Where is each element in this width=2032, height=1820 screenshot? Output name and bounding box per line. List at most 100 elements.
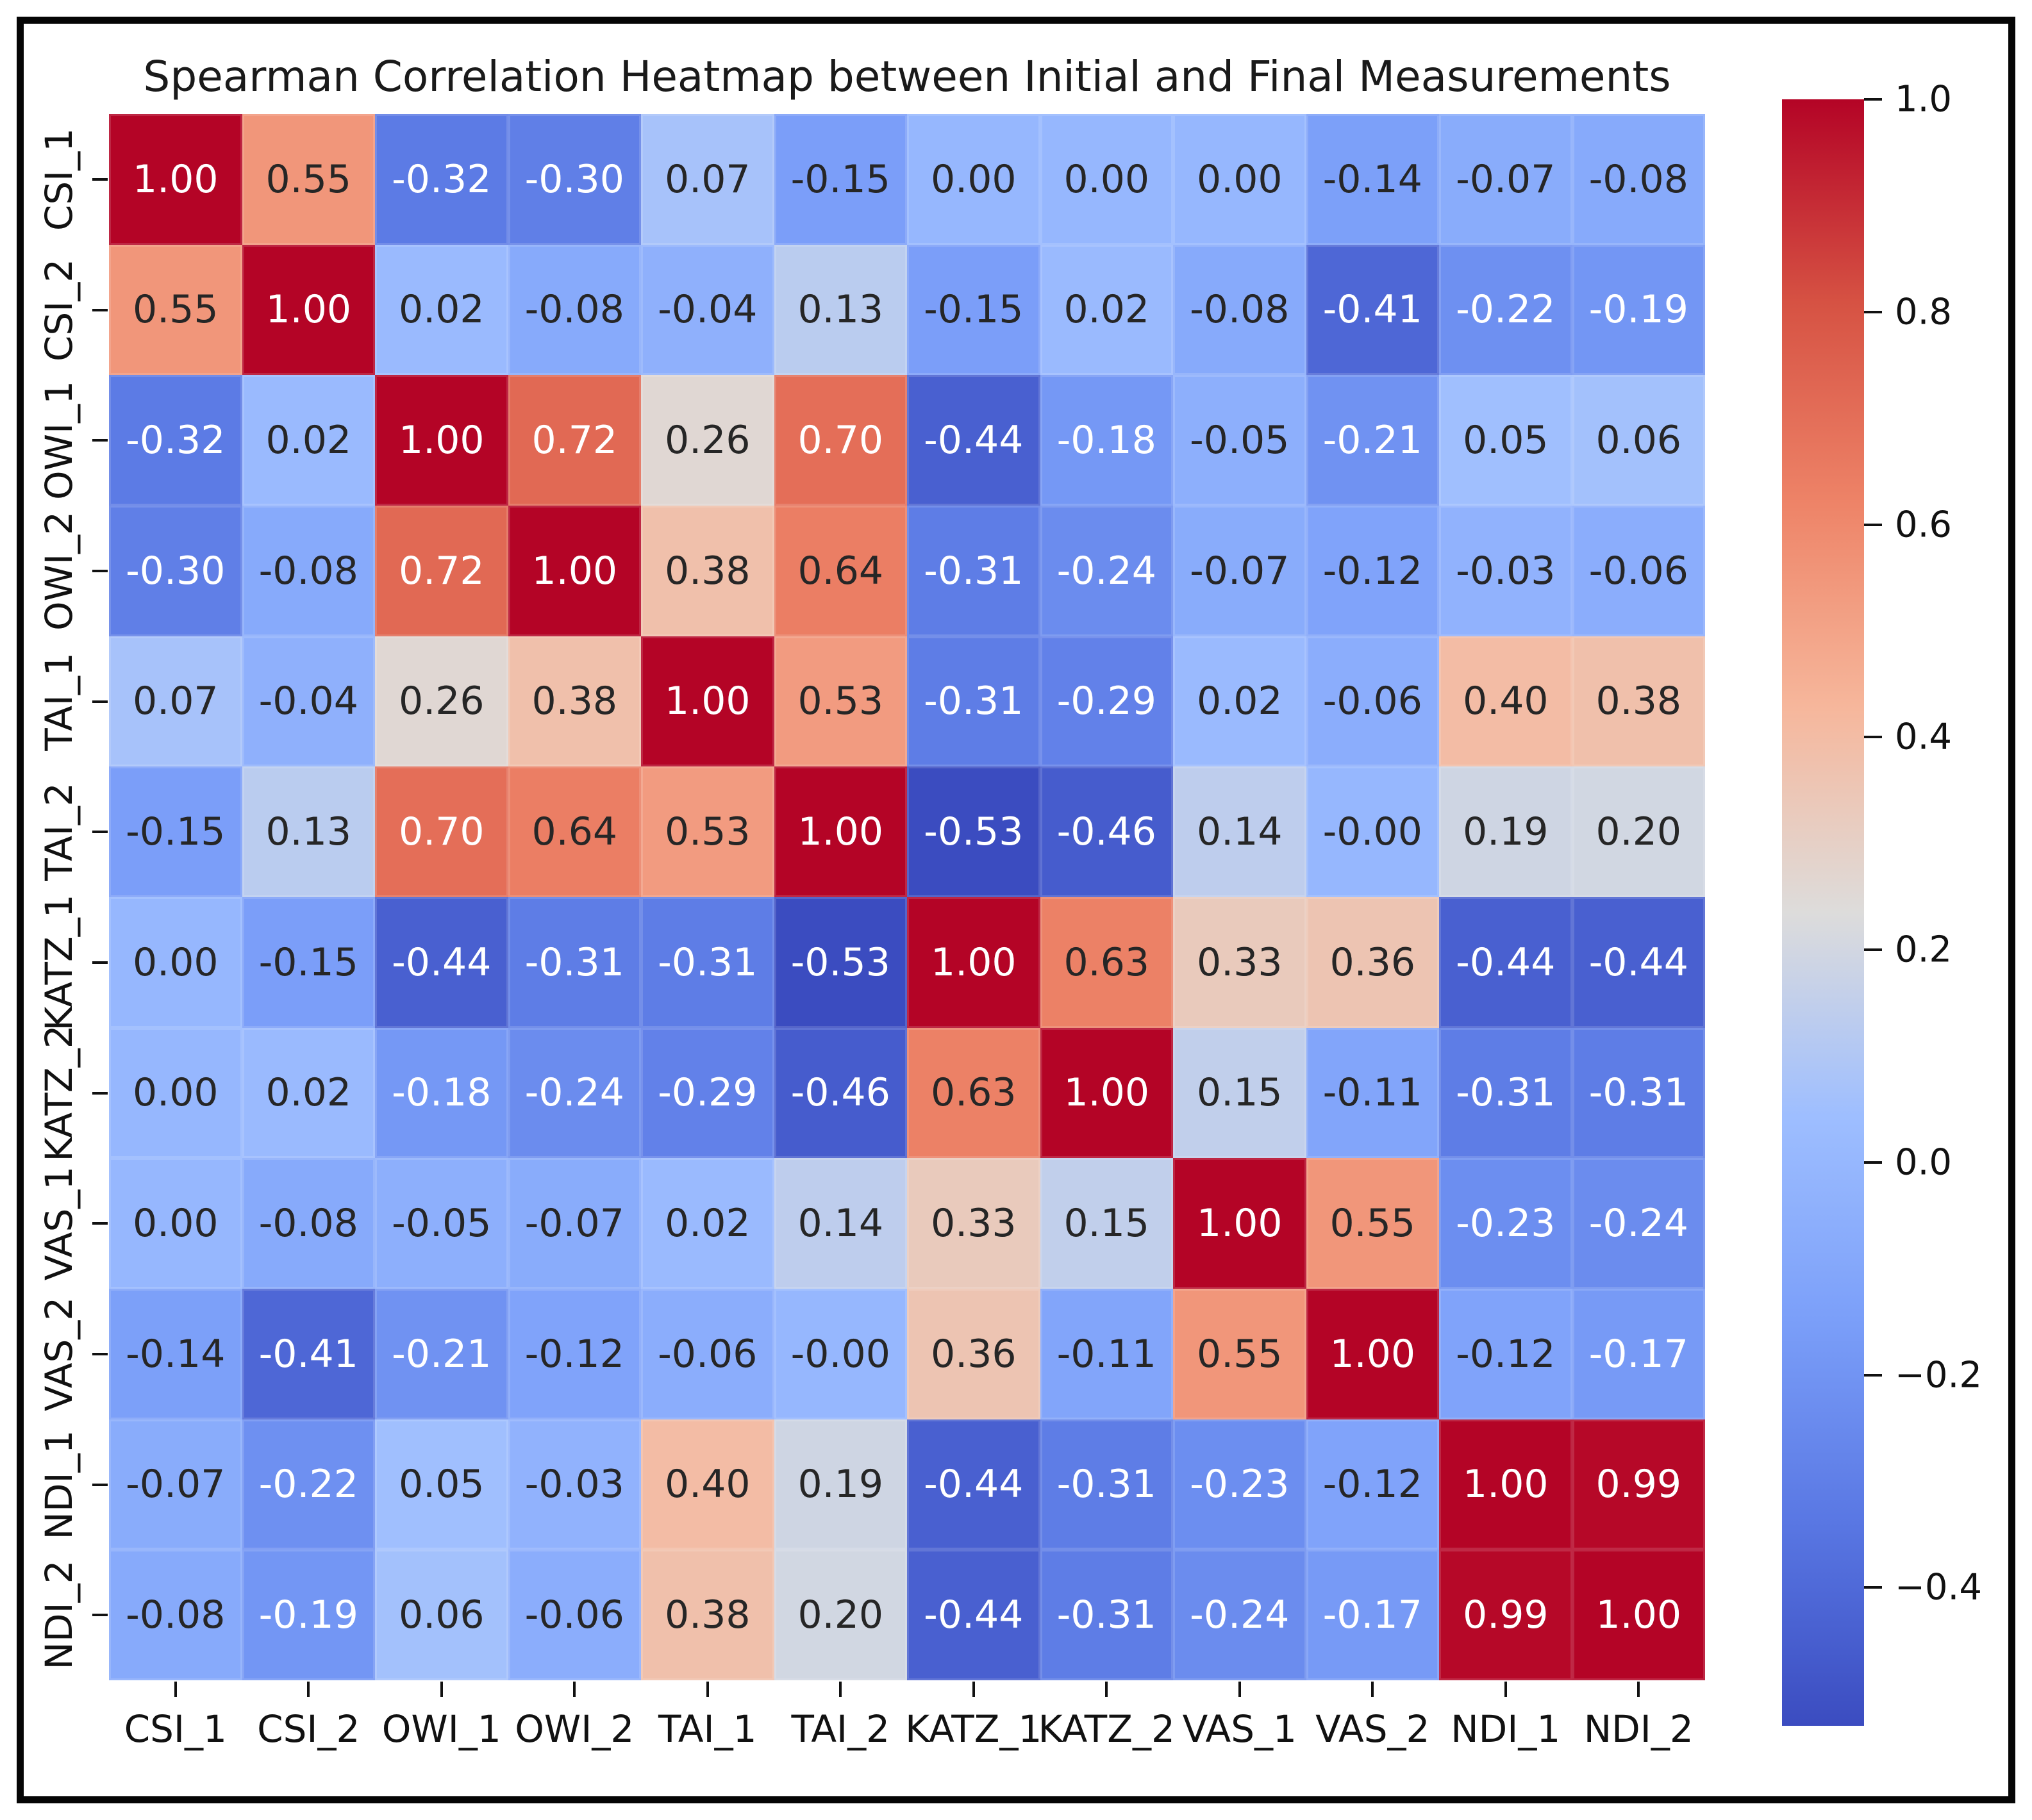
heatmap-cell: 0.02 <box>1040 244 1173 376</box>
heatmap-cell: -0.30 <box>109 506 242 636</box>
heatmap-cell: -0.31 <box>508 897 641 1028</box>
heatmap-grid: 1.00 0.55 -0.32 -0.30 0.07 -0.15 0.00 0.00 0.00-… <box>109 114 1705 1680</box>
heatmap-cell: -0.31 <box>1040 1550 1173 1680</box>
heatmap-cell: -0.21 <box>1306 375 1439 506</box>
y-axis-label: CSI_1 <box>37 128 81 231</box>
x-axis-label: NDI_1 <box>1451 1707 1561 1751</box>
heatmap-cell: -0.29 <box>1040 636 1173 767</box>
heatmap-cell: 0.00 <box>109 1158 242 1289</box>
heatmap-cell: -0.19 <box>1572 244 1705 376</box>
heatmap-cell: -0.41 <box>242 1289 375 1419</box>
heatmap-cell: 0.20 <box>1572 766 1705 897</box>
heatmap-cell: 0.38 <box>1572 636 1705 767</box>
heatmap-cell: 1.00 <box>242 244 375 376</box>
heatmap-cell: 0.07 <box>109 636 242 767</box>
heatmap-cell: -0.18 <box>1040 375 1173 506</box>
x-tick <box>573 1682 576 1697</box>
y-axis-label: OWI_2 <box>37 511 81 631</box>
heatmap-cell: -0.41 <box>1306 244 1439 376</box>
colorbar-tick <box>1864 523 1882 526</box>
heatmap-cell: 0.02 <box>641 1158 774 1289</box>
heatmap-cell: 0.55 <box>1306 1158 1439 1289</box>
colorbar-tick-label: 0.2 <box>1895 929 1953 971</box>
heatmap-cell: -0.46 <box>1040 766 1173 897</box>
y-tick <box>92 1614 108 1617</box>
heatmap-cell: 1.00 <box>907 897 1040 1028</box>
heatmap-cell: 0.63 <box>1040 897 1173 1028</box>
heatmap-cell: 0.07 <box>641 114 774 245</box>
heatmap-cell: 0.99 <box>1572 1419 1705 1550</box>
heatmap-cell: 0.36 <box>907 1289 1040 1419</box>
heatmap-cell: 0.06 <box>1572 375 1705 506</box>
heatmap-cell: 1.00 <box>774 766 907 897</box>
x-tick <box>1238 1682 1241 1697</box>
heatmap-cell: 1.00 <box>641 636 774 767</box>
heatmap-cell: -0.24 <box>508 1027 641 1159</box>
heatmap-cell: -0.08 <box>242 1158 375 1289</box>
heatmap-cell: -0.06 <box>1306 636 1439 767</box>
heatmap-cell: -0.31 <box>907 636 1040 767</box>
x-axis-label: TAI_2 <box>791 1707 890 1751</box>
heatmap-cell: 0.40 <box>641 1419 774 1550</box>
heatmap-cell: -0.31 <box>1572 1027 1705 1159</box>
colorbar-tick <box>1864 1373 1882 1377</box>
heatmap-cell: -0.14 <box>1306 114 1439 245</box>
heatmap-cell: -0.07 <box>1173 506 1306 636</box>
heatmap-cell: 0.55 <box>1173 1289 1306 1419</box>
heatmap-cell: 1.00 <box>1439 1419 1572 1550</box>
heatmap-cell: -0.12 <box>1439 1289 1572 1419</box>
heatmap-cell: 1.00 <box>375 375 508 506</box>
heatmap-cell: -0.00 <box>1306 766 1439 897</box>
heatmap-cell: -0.15 <box>109 766 242 897</box>
heatmap-cell: 0.20 <box>774 1550 907 1680</box>
heatmap-cell: -0.23 <box>1173 1419 1306 1550</box>
heatmap-cell: -0.44 <box>907 1419 1040 1550</box>
heatmap-cell: -0.08 <box>242 506 375 636</box>
heatmap-cell: -0.12 <box>1306 1419 1439 1550</box>
y-tick <box>92 1091 108 1095</box>
heatmap-cell: -0.03 <box>1439 506 1572 636</box>
heatmap-cell: 0.05 <box>375 1419 508 1550</box>
heatmap-cell: -0.00 <box>774 1289 907 1419</box>
heatmap-cell: -0.53 <box>774 897 907 1028</box>
x-axis-label: CSI_1 <box>124 1707 227 1751</box>
heatmap-cell: -0.08 <box>508 244 641 376</box>
heatmap-cell: 0.38 <box>641 506 774 636</box>
heatmap-cell: 0.36 <box>1306 897 1439 1028</box>
heatmap-cell: 0.55 <box>109 244 242 376</box>
y-axis-label: VAS_1 <box>37 1166 81 1281</box>
colorbar-tick-label: 0.6 <box>1895 504 1953 546</box>
heatmap-cell: -0.11 <box>1306 1027 1439 1159</box>
heatmap-cell: 0.55 <box>242 114 375 245</box>
heatmap-cell: 1.00 <box>109 114 242 245</box>
colorbar-tick-label: −0.4 <box>1895 1566 1982 1609</box>
heatmap-cell: -0.32 <box>375 114 508 245</box>
heatmap-cell: 0.70 <box>375 766 508 897</box>
colorbar-tick <box>1864 948 1882 952</box>
y-tick <box>92 569 108 572</box>
heatmap-cell: -0.24 <box>1572 1158 1705 1289</box>
x-axis-label: VAS_1 <box>1182 1707 1297 1751</box>
x-tick <box>839 1682 842 1697</box>
heatmap-cell: -0.17 <box>1306 1550 1439 1680</box>
heatmap-cell: 1.00 <box>1306 1289 1439 1419</box>
heatmap-cell: 1.00 <box>508 506 641 636</box>
y-axis-label: OWI_1 <box>37 381 81 500</box>
y-axis-label: VAS_2 <box>37 1296 81 1412</box>
heatmap-cell: -0.07 <box>508 1158 641 1289</box>
heatmap-cell: 0.99 <box>1439 1550 1572 1680</box>
heatmap-cell: -0.31 <box>641 897 774 1028</box>
heatmap-cell: -0.53 <box>907 766 1040 897</box>
heatmap-cell: -0.22 <box>1439 244 1572 376</box>
x-tick <box>1637 1682 1640 1697</box>
heatmap-cell: 0.72 <box>375 506 508 636</box>
heatmap-cell: 0.13 <box>242 766 375 897</box>
heatmap-cell: -0.44 <box>907 375 1040 506</box>
x-tick <box>972 1682 975 1697</box>
y-axis-label: NDI_1 <box>37 1429 81 1540</box>
heatmap-cell: -0.46 <box>774 1027 907 1159</box>
colorbar-tick-label: 1.0 <box>1895 78 1953 120</box>
colorbar-tick-label: −0.2 <box>1895 1354 1982 1396</box>
heatmap-cell: -0.06 <box>508 1550 641 1680</box>
heatmap-cell: 0.53 <box>641 766 774 897</box>
